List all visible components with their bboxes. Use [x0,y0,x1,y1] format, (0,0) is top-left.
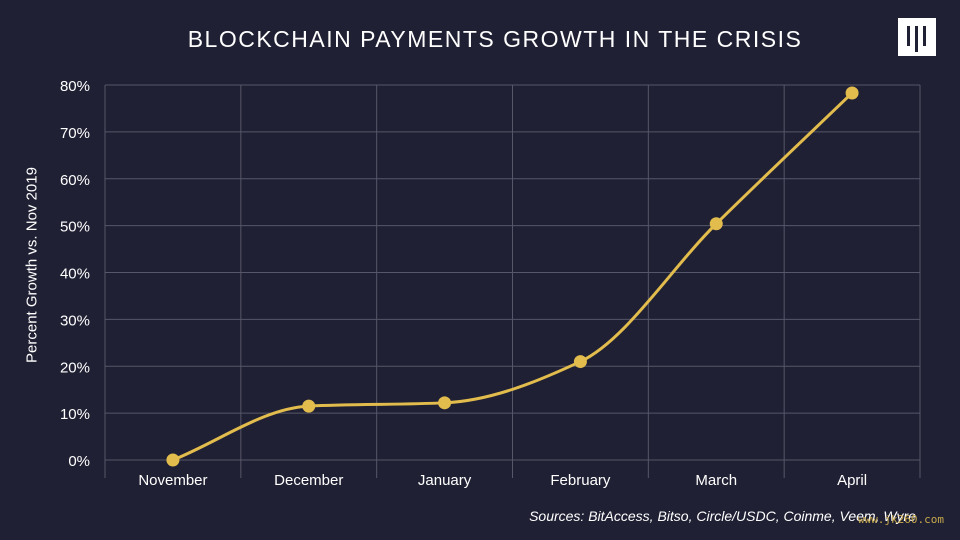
x-tick-label: January [418,472,472,489]
y-tick-label: 70% [60,125,90,142]
y-tick-label: 40% [60,266,90,283]
y-tick-label: 50% [60,219,90,236]
y-tick-label: 30% [60,312,90,329]
x-tick-label: November [138,472,207,489]
publisher-logo-icon [898,18,936,56]
x-tick-label: March [695,472,737,489]
data-point [573,355,587,369]
y-tick-label: 10% [60,406,90,423]
data-point [166,453,180,467]
data-point [845,86,859,100]
y-tick-label: 60% [60,172,90,189]
x-tick-label: April [837,472,867,489]
data-point [302,399,316,413]
x-tick-label: February [550,472,611,489]
data-point [438,396,452,410]
x-tick-label: December [274,472,343,489]
y-tick-label: 20% [60,359,90,376]
y-tick-label: 80% [60,78,90,95]
source-note: Sources: BitAccess, Bitso, Circle/USDC, … [529,508,916,524]
series-line [172,91,854,462]
watermark: www.jk260.com [857,513,944,526]
y-tick-label: 0% [68,453,90,470]
chart-title: BLOCKCHAIN PAYMENTS GROWTH IN THE CRISIS [187,26,803,52]
data-point [709,217,723,231]
